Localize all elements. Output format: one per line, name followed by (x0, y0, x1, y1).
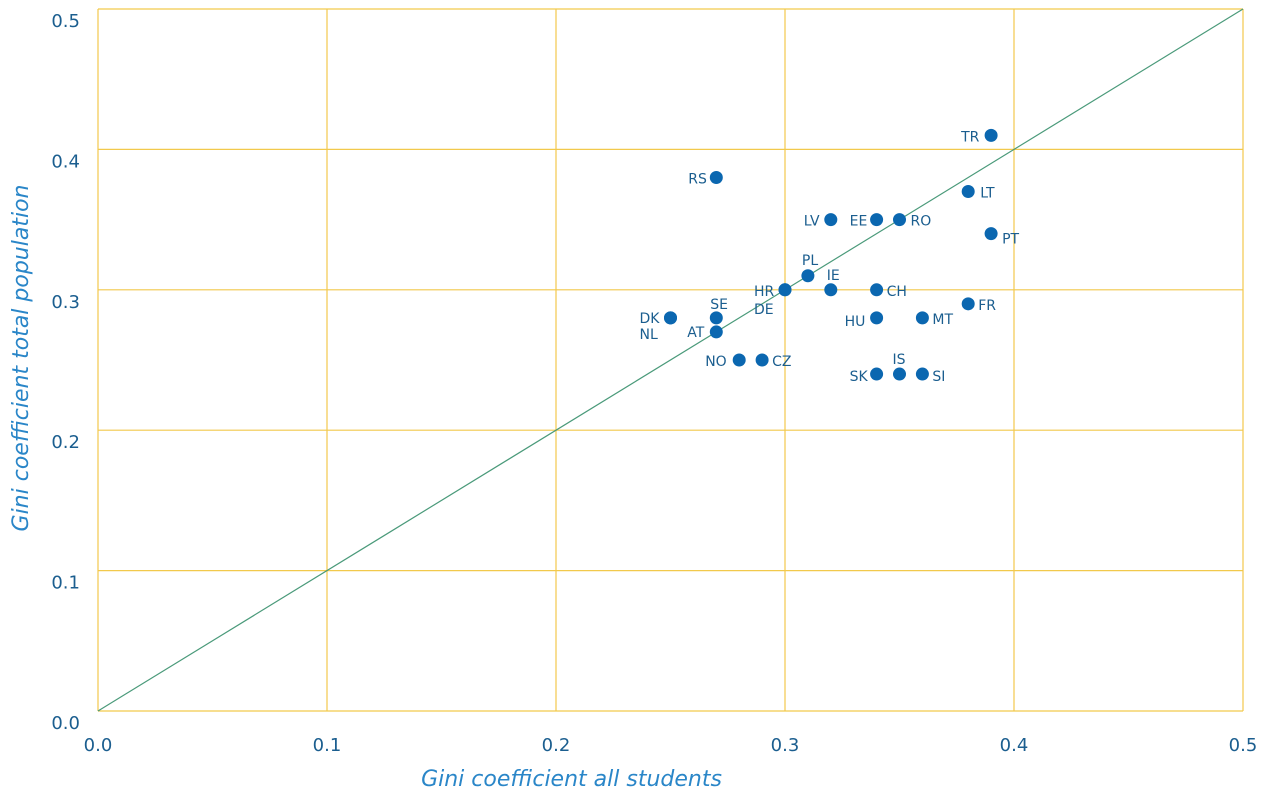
data-point (824, 213, 838, 227)
data-point (984, 128, 998, 142)
y-axis-ticks: 0.0 0.1 0.2 0.3 0.4 0.5 (51, 11, 80, 734)
data-point (664, 311, 677, 325)
point-label: CZ (772, 354, 791, 370)
y-tick-label: 0.1 (51, 573, 80, 594)
point-label: HU (845, 314, 866, 330)
x-tick-label: 0.4 (1000, 735, 1029, 756)
point-label: IS (893, 352, 906, 368)
point-label: SI (932, 369, 945, 385)
y-tick-label: 0.2 (51, 432, 80, 453)
data-point (961, 185, 975, 199)
x-axis-title: Gini coefficient all students (421, 767, 722, 791)
point-label: SE (710, 297, 728, 313)
data-point (961, 297, 975, 311)
data-point (709, 325, 723, 339)
point-label: CH (887, 284, 907, 300)
data-point (709, 311, 723, 325)
point-label: MT (932, 312, 953, 328)
data-point (870, 367, 884, 381)
x-tick-label: 0.1 (313, 735, 342, 756)
reference-diagonal-line (97, 8, 1244, 712)
point-label: AT (687, 325, 704, 341)
point-label: DK (640, 311, 661, 327)
point-label: NL (640, 327, 658, 343)
data-point (709, 170, 723, 184)
data-point (824, 283, 838, 297)
data-point (801, 269, 815, 283)
data-point (870, 283, 884, 297)
data-point (915, 367, 929, 381)
point-label: SK (850, 369, 869, 385)
point-label: PL (802, 253, 818, 269)
data-point (755, 353, 769, 367)
point-label: PT (1002, 232, 1019, 248)
y-axis-title: Gini coefficient total population (9, 185, 34, 532)
x-tick-label: 0.5 (1229, 735, 1258, 756)
point-label: HR (754, 284, 775, 300)
point-label: FR (978, 298, 996, 314)
data-point (778, 283, 792, 297)
x-axis-ticks: 0.0 0.1 0.2 0.3 0.4 0.5 (84, 735, 1258, 756)
x-tick-label: 0.3 (771, 735, 800, 756)
point-label: IE (827, 268, 840, 284)
data-point (915, 311, 929, 325)
data-point (984, 227, 998, 241)
point-label: EE (850, 214, 868, 230)
data-point (893, 367, 906, 381)
data-point (870, 213, 884, 227)
point-label: RO (911, 214, 932, 230)
point-label: NO (705, 354, 727, 370)
point-label: LT (980, 186, 995, 202)
y-tick-label: 0.3 (51, 292, 80, 313)
data-points (664, 128, 998, 381)
point-label: LV (804, 214, 820, 230)
point-label: RS (688, 171, 707, 187)
point-label: TR (960, 129, 980, 145)
data-point (732, 353, 746, 367)
x-tick-label: 0.0 (84, 735, 113, 756)
y-tick-label: 0.0 (51, 713, 80, 734)
y-tick-label: 0.5 (51, 11, 80, 32)
x-tick-label: 0.2 (542, 735, 571, 756)
grid (97, 8, 1244, 712)
point-label: DE (754, 302, 774, 318)
data-point (893, 213, 906, 227)
y-tick-label: 0.4 (51, 151, 80, 172)
data-point (870, 311, 884, 325)
